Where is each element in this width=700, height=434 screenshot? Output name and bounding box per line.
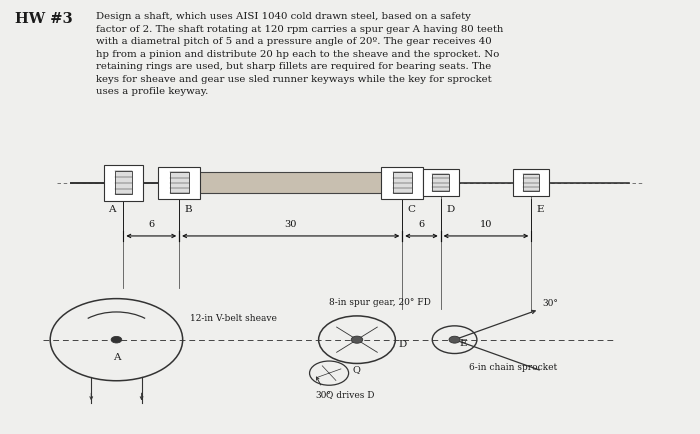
Text: D: D [399,339,407,348]
Text: A: A [108,204,116,214]
Text: 30°: 30° [542,299,559,308]
Text: 8-in spur gear, 20° FD: 8-in spur gear, 20° FD [329,298,431,307]
Text: 12-in V-belt sheave: 12-in V-belt sheave [190,313,276,322]
Text: C: C [408,204,416,214]
Bar [433,174,449,192]
Bar [104,166,143,201]
Text: 10: 10 [480,220,492,229]
Text: A: A [113,352,120,362]
Bar [170,173,188,194]
Circle shape [449,336,460,343]
Text: 6: 6 [419,220,424,229]
Text: E: E [459,338,466,347]
Text: Q: Q [352,365,360,373]
Bar [393,173,412,194]
Text: 6-in chain sprocket: 6-in chain sprocket [469,362,557,372]
Bar [513,170,550,197]
Bar [179,173,440,194]
Text: B: B [185,204,193,214]
Text: HW #3: HW #3 [15,12,73,26]
Circle shape [351,336,363,343]
Text: E: E [537,204,545,214]
Text: 6: 6 [148,220,155,229]
Text: 30°: 30° [315,390,331,399]
Bar [382,167,423,200]
Text: Design a shaft, which uses AISI 1040 cold drawn steel, based on a safety
factor : Design a shaft, which uses AISI 1040 col… [95,12,503,96]
Text: Q drives D: Q drives D [326,390,374,399]
Bar [523,174,540,192]
Bar [423,170,459,197]
Bar [158,167,200,200]
Text: 30: 30 [284,220,297,229]
Circle shape [111,337,122,343]
Text: D: D [446,204,454,214]
Bar [115,172,132,195]
